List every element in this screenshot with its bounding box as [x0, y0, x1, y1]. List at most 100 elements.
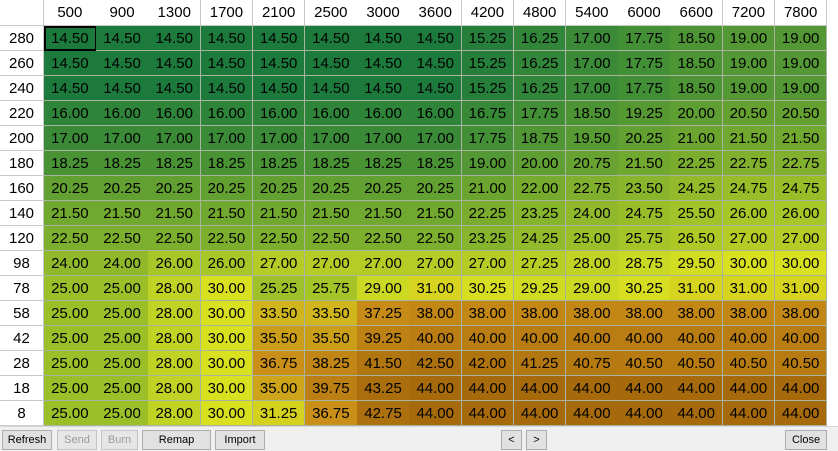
table-cell[interactable]: 40.00 — [461, 326, 515, 351]
table-cell[interactable]: 19.00 — [461, 151, 515, 176]
table-cell[interactable]: 44.00 — [670, 401, 724, 426]
table-cell[interactable]: 29.50 — [670, 251, 724, 276]
table-cell[interactable]: 40.50 — [670, 351, 724, 376]
table-cell[interactable]: 31.00 — [409, 276, 463, 301]
table-cell[interactable]: 18.50 — [670, 26, 724, 51]
table-cell[interactable]: 17.00 — [566, 26, 619, 51]
table-cell[interactable]: 30.00 — [200, 301, 254, 326]
table-cell[interactable]: 25.00 — [44, 351, 97, 376]
table-cell[interactable]: 42.75 — [357, 401, 410, 426]
table-cell[interactable]: 37.25 — [357, 301, 410, 326]
table-cell[interactable]: 36.75 — [305, 401, 358, 426]
table-cell[interactable]: 14.50 — [200, 76, 254, 101]
table-cell[interactable]: 22.00 — [513, 176, 567, 201]
table-cell[interactable]: 29.25 — [513, 276, 567, 301]
table-cell[interactable]: 35.00 — [252, 376, 306, 401]
table-cell[interactable]: 40.00 — [774, 326, 828, 351]
table-cell[interactable]: 25.00 — [44, 376, 97, 401]
table-cell[interactable]: 30.00 — [200, 351, 254, 376]
table-cell[interactable]: 21.50 — [96, 201, 149, 226]
table-cell[interactable]: 40.00 — [566, 326, 619, 351]
table-cell[interactable]: 19.00 — [774, 76, 828, 101]
table-cell[interactable]: 40.00 — [513, 326, 567, 351]
burn-button[interactable]: Burn — [101, 430, 138, 450]
table-cell[interactable]: 22.50 — [148, 226, 202, 251]
table-cell[interactable]: 14.50 — [305, 76, 358, 101]
table-cell[interactable]: 23.25 — [513, 201, 567, 226]
table-cell[interactable]: 26.00 — [722, 201, 776, 226]
table-cell[interactable]: 14.50 — [44, 76, 97, 101]
table-cell[interactable]: 31.00 — [722, 276, 776, 301]
table-cell[interactable]: 25.00 — [96, 326, 149, 351]
table-cell[interactable]: 25.00 — [566, 226, 619, 251]
table-cell[interactable]: 24.75 — [774, 176, 828, 201]
table-cell[interactable]: 19.00 — [774, 26, 828, 51]
table-cell[interactable]: 38.00 — [722, 301, 776, 326]
table-cell[interactable]: 21.00 — [461, 176, 515, 201]
table-cell[interactable]: 18.50 — [670, 51, 724, 76]
table-cell[interactable]: 24.25 — [513, 226, 567, 251]
table-cell[interactable]: 17.00 — [357, 126, 410, 151]
table-cell[interactable]: 21.50 — [200, 201, 254, 226]
table-cell[interactable]: 14.50 — [200, 26, 254, 51]
next-button[interactable]: > — [526, 430, 547, 450]
table-cell[interactable]: 44.00 — [774, 376, 828, 401]
table-cell[interactable]: 14.50 — [252, 26, 306, 51]
table-cell[interactable]: 25.00 — [44, 276, 97, 301]
table-cell[interactable]: 22.50 — [357, 226, 410, 251]
table-cell[interactable]: 17.00 — [44, 126, 97, 151]
table-cell[interactable]: 17.75 — [461, 126, 515, 151]
table-cell[interactable]: 36.75 — [252, 351, 306, 376]
table-cell[interactable]: 17.75 — [618, 26, 671, 51]
table-cell[interactable]: 28.00 — [566, 251, 619, 276]
table-cell[interactable]: 20.25 — [409, 176, 463, 201]
table-cell[interactable]: 28.75 — [618, 251, 671, 276]
table-cell[interactable]: 33.50 — [305, 301, 358, 326]
table-cell[interactable]: 21.50 — [148, 201, 202, 226]
table-cell[interactable]: 20.25 — [96, 176, 149, 201]
table-cell[interactable]: 17.00 — [566, 51, 619, 76]
table-cell[interactable]: 27.00 — [409, 251, 463, 276]
table-cell[interactable]: 40.00 — [722, 326, 776, 351]
table-cell[interactable]: 15.25 — [461, 76, 515, 101]
table-cell[interactable]: 20.25 — [148, 176, 202, 201]
table-cell[interactable]: 19.00 — [774, 51, 828, 76]
table-cell[interactable]: 35.50 — [252, 326, 306, 351]
table-cell[interactable]: 23.50 — [618, 176, 671, 201]
table-cell[interactable]: 41.50 — [357, 351, 410, 376]
table-cell[interactable]: 44.00 — [774, 401, 828, 426]
table-cell[interactable]: 16.00 — [44, 101, 97, 126]
send-button[interactable]: Send — [57, 430, 97, 450]
table-cell[interactable]: 17.75 — [618, 51, 671, 76]
table-cell[interactable]: 18.50 — [670, 76, 724, 101]
table-cell[interactable]: 14.50 — [96, 26, 149, 51]
table-cell[interactable]: 35.50 — [305, 326, 358, 351]
table-cell[interactable]: 33.50 — [252, 301, 306, 326]
table-cell[interactable]: 20.25 — [357, 176, 410, 201]
table-cell[interactable]: 22.75 — [722, 151, 776, 176]
table-cell[interactable]: 17.00 — [252, 126, 306, 151]
table-cell[interactable]: 28.00 — [148, 401, 202, 426]
table-cell[interactable]: 44.00 — [722, 376, 776, 401]
table-cell[interactable]: 25.00 — [96, 401, 149, 426]
table-cell[interactable]: 44.00 — [670, 376, 724, 401]
table-cell[interactable]: 20.25 — [305, 176, 358, 201]
table-cell[interactable]: 18.25 — [357, 151, 410, 176]
table-cell[interactable]: 38.00 — [670, 301, 724, 326]
table-cell[interactable]: 25.00 — [96, 301, 149, 326]
table-cell[interactable]: 40.50 — [618, 351, 671, 376]
table-cell[interactable]: 22.50 — [305, 226, 358, 251]
table-cell[interactable]: 17.00 — [96, 126, 149, 151]
table-cell[interactable]: 27.00 — [722, 226, 776, 251]
table-cell[interactable]: 21.50 — [618, 151, 671, 176]
table-cell[interactable]: 44.00 — [513, 376, 567, 401]
table-cell[interactable]: 19.00 — [722, 76, 776, 101]
table-cell[interactable]: 14.50 — [357, 26, 410, 51]
table-cell[interactable]: 26.00 — [148, 251, 202, 276]
table-cell[interactable]: 38.00 — [409, 301, 463, 326]
table-cell[interactable]: 26.00 — [200, 251, 254, 276]
table-cell[interactable]: 21.50 — [44, 201, 97, 226]
table-cell[interactable]: 22.75 — [566, 176, 619, 201]
table-cell[interactable]: 30.00 — [200, 376, 254, 401]
table-cell[interactable]: 18.25 — [200, 151, 254, 176]
